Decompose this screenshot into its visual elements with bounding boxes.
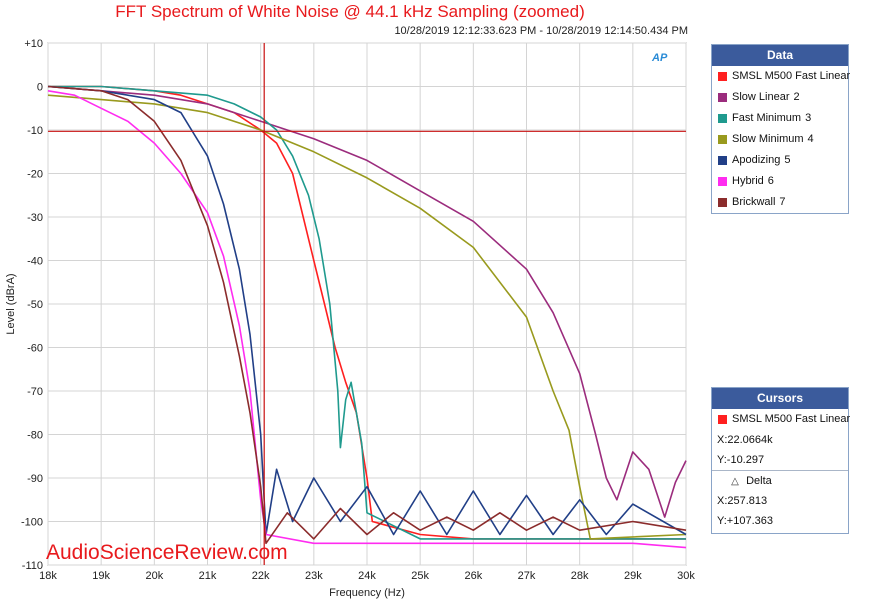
legend-number: 4: [807, 133, 814, 145]
y-axis-label: Level (dBrA): [5, 273, 17, 334]
legend-item[interactable]: Brickwall 7: [712, 192, 848, 213]
x-tick-label: 19k: [92, 570, 110, 582]
cursor-crosshair[interactable]: [48, 43, 686, 565]
x-tick-label: 21k: [199, 570, 217, 582]
y-tick-labels: +10 0 -10 -20 -30 -40 -50 -60 -70 -80 -90 -100 -110: [21, 38, 43, 572]
chart-subtitle: 10/28/2019 12:12:33.623 PM - 10/28/2019 …: [394, 25, 688, 37]
cursor-y-value: Y:-10.297: [717, 454, 765, 466]
delta-triangle-icon: △: [731, 476, 739, 487]
legend-swatch: [718, 93, 727, 102]
series-line-brickwall: [47, 85, 687, 545]
y-tick-label: -70: [27, 386, 43, 398]
legend-label: Hybrid: [732, 175, 764, 187]
y-tick-label: -60: [27, 343, 43, 355]
legend-label: Apodizing: [732, 154, 781, 166]
legend-swatch: [718, 135, 727, 144]
data-legend-panel: Data SMSL M500 Fast Linear Slow Linear 2 Fa…: [711, 44, 851, 214]
y-tick-label: -40: [27, 256, 43, 268]
x-tick-label: 26k: [464, 570, 482, 582]
cursors-panel: Cursors SMSL M500 Fast Linear X:22.0664k…: [711, 387, 851, 534]
x-tick-label: 18k: [39, 570, 57, 582]
x-tick-label: 20k: [145, 570, 163, 582]
y-tick-label: -80: [27, 430, 43, 442]
legend-label: SMSL M500 Fast Linear: [732, 70, 851, 82]
cursor-series-row[interactable]: SMSL M500 Fast Linear: [712, 409, 851, 430]
legend-item[interactable]: Hybrid 6: [712, 171, 848, 192]
legend-label: Brickwall: [732, 196, 776, 208]
legend-item[interactable]: Apodizing 5: [712, 150, 848, 171]
legend-label: Fast Minimum: [732, 112, 802, 124]
legend-item[interactable]: Slow Linear 2: [712, 87, 848, 108]
cursors-panel-title: Cursors: [712, 388, 848, 409]
series-line-fast-minimum: [48, 85, 686, 540]
legend-swatch: [718, 114, 727, 123]
series-line-slow-linear: [47, 85, 687, 518]
legend-number: 2: [793, 91, 800, 103]
cursor-series-name: SMSL M500 Fast Linear: [732, 413, 851, 425]
x-tick-label: 22k: [252, 570, 270, 582]
y-tick-label: -100: [21, 517, 43, 529]
legend-label: Slow Minimum: [732, 133, 804, 145]
x-axis-label: Frequency (Hz): [329, 587, 405, 599]
delta-label: Delta: [746, 475, 772, 487]
x-tick-label: 29k: [624, 570, 642, 582]
delta-y-value: Y:+107.363: [717, 515, 773, 527]
delta-x-value: X:257.813: [717, 495, 768, 507]
x-tick-label: 27k: [518, 570, 536, 582]
series-line-slow-minimum: [47, 94, 687, 540]
series-line-apodizing: [47, 85, 687, 536]
y-tick-label: -50: [27, 299, 43, 311]
y-tick-label: -20: [27, 169, 43, 181]
legend-item[interactable]: Slow Minimum 4: [712, 129, 848, 150]
delta-row: △ Delta: [712, 471, 848, 491]
cursor-series-swatch: [718, 415, 727, 424]
x-tick-label: 28k: [571, 570, 589, 582]
legend-swatch: [718, 156, 727, 165]
x-tick-label: 23k: [305, 570, 323, 582]
legend-swatch: [718, 177, 727, 186]
chart-title: FFT Spectrum of White Noise @ 44.1 kHz S…: [115, 2, 585, 21]
legend-swatch: [718, 198, 727, 207]
x-tick-label: 24k: [358, 570, 376, 582]
y-tick-label: 0: [37, 82, 43, 94]
x-tick-label: 30k: [677, 570, 695, 582]
legend-number: 6: [767, 175, 774, 187]
data-panel-title: Data: [712, 45, 848, 66]
y-tick-label: -110: [22, 560, 43, 572]
x-tick-label: 25k: [411, 570, 429, 582]
y-tick-label: +10: [24, 38, 43, 50]
y-tick-label: -90: [27, 473, 43, 485]
cursor-x-value: X:22.0664k: [717, 434, 773, 446]
legend-swatch: [718, 72, 727, 81]
legend-number: 3: [805, 112, 812, 124]
ap-logo-icon: AP: [652, 52, 668, 64]
y-tick-label: -10: [27, 125, 43, 137]
series-lines: [47, 85, 687, 549]
legend-label: Slow Linear: [732, 91, 790, 103]
legend-item[interactable]: Fast Minimum 3: [712, 108, 848, 129]
legend-number: 7: [779, 196, 786, 208]
legend-item[interactable]: SMSL M500 Fast Linear: [712, 66, 851, 87]
watermark: AudioScienceReview.com: [46, 541, 288, 564]
x-tick-labels: 18k 19k 20k 21k 22k 23k 24k 25k 26k 27k 28k 29k 30k: [39, 570, 695, 582]
y-tick-label: -30: [27, 212, 43, 224]
legend-number: 5: [784, 154, 791, 166]
